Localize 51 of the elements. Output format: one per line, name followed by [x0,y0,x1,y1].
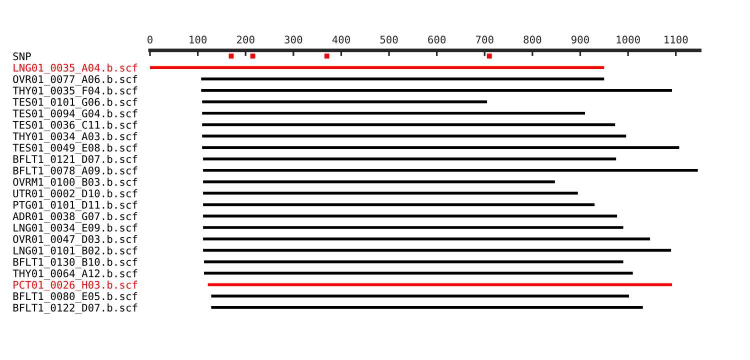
bar [203,238,650,240]
y-tick-label: THY01_0064_A12.b.scf [12,269,138,280]
bar [201,88,672,92]
y-tick-label: ADR01_0038_G07.b.scf [12,212,138,222]
y-tick-label: TES01_0094_G04.b.scf [12,109,138,120]
bar [203,226,624,229]
bar [202,146,680,149]
x-tick-label: 800 [524,36,542,44]
y-tick-label: THY01_0034_A03.b.scf [12,132,138,143]
y-tick-label: BFLT1_0122_D07.b.scf [13,304,138,314]
x-tick-label: 700 [476,36,494,44]
x-tick-label: 300 [284,36,302,44]
y-tick-label: LNG01_0034_E09.b.scf [14,224,138,234]
bar [211,306,643,309]
bar [150,66,604,69]
bar [202,134,626,138]
bar [202,123,616,126]
bar [203,158,616,160]
y-tick-label: TES01_0101_G06.b.scf [12,98,138,108]
y-tick-label: UTR01_0002_D10.b.scf [13,189,138,200]
y-tick-label: BFLT1_0078_A09.b.scf [13,166,138,177]
y-tick-label: BFLT1_0121_D07.b.scf [13,154,138,166]
bar [211,294,629,298]
y-tick-label: TES01_0036_C11.b.scf [12,120,138,132]
y-tick-label: TES01_0049_E08.b.scf [12,144,138,154]
y-tick-label: SNP [13,52,31,60]
y-tick-label: BFLT1_0130_B10.b.scf [13,258,138,268]
y-tick-label: LNG01_0101_B02.b.scf [14,246,138,257]
x-tick-label: 1100 [664,36,688,44]
y-tick-label: OVR01_0077_A06.b.scf [13,75,138,86]
x-tick-label: 400 [332,36,350,44]
x-tick-label: 0 [148,36,152,44]
bar [208,283,672,286]
y-tick-label: PCT01_0026_H03.b.scf [14,280,138,292]
bar [203,248,672,252]
y-tick-label: OVR01_0047_D03.b.scf [13,234,138,246]
x-tick-label: 200 [236,36,254,44]
x-tick-label: 600 [428,36,446,44]
y-tick-label: LNG01_0035_A04.b.scf [14,64,138,74]
y-tick-label: PTG01_0101_D11.b.scf [14,200,138,212]
bar [203,203,595,206]
y-tick-label: BFLT1_0080_E05.b.scf [13,292,138,302]
x-tick-label: 1000 [616,36,640,44]
y-tick-label: THY01_0035_F04.b.scf [12,86,138,97]
x-tick-label: 500 [380,36,398,44]
x-tick-label: 900 [571,36,589,44]
bar [203,168,698,172]
bar [201,78,604,80]
x-tick-label: 100 [190,36,207,44]
bar [203,214,618,218]
y-tick-label: OVRM1_0100_B03.b.scf [13,178,138,188]
